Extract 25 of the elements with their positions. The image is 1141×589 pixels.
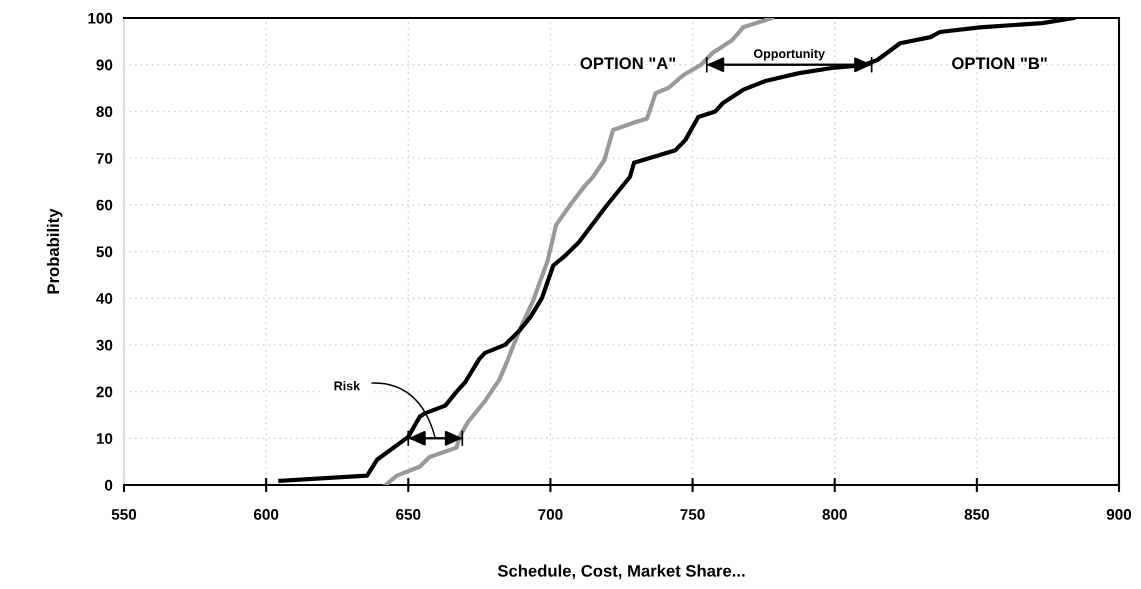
x-tick-label: 900 bbox=[1106, 509, 1132, 520]
x-tick-label: 850 bbox=[964, 509, 989, 520]
x-tick-label: 550 bbox=[111, 509, 137, 520]
x-tick-label: 650 bbox=[396, 509, 421, 520]
y-tick-label: 30 bbox=[96, 339, 113, 351]
x-tick-label: 750 bbox=[680, 509, 705, 520]
x-tick-label: 600 bbox=[253, 509, 279, 520]
annotation: OPTION "B" bbox=[952, 57, 1047, 70]
x-tick-label: 800 bbox=[822, 509, 847, 520]
y-tick-label: 0 bbox=[105, 479, 113, 491]
x-tick-label: 700 bbox=[538, 509, 563, 520]
y-tick-label: 40 bbox=[96, 293, 113, 304]
y-tick-label: 100 bbox=[88, 12, 113, 24]
y-tick-label: 50 bbox=[96, 246, 113, 258]
annotation: OPTION "A" bbox=[580, 57, 676, 70]
annotation: Opportunity bbox=[753, 48, 825, 61]
y-tick-label: 10 bbox=[96, 433, 113, 444]
annotation: Risk bbox=[334, 381, 361, 391]
y-tick-label: 90 bbox=[96, 59, 113, 71]
y-tick-label: 70 bbox=[96, 152, 113, 164]
y-tick-label: 60 bbox=[96, 199, 113, 211]
y-tick-label: 80 bbox=[96, 106, 113, 118]
x-axis-title: Schedule, Cost, Market Share... bbox=[497, 564, 745, 580]
y-axis-title: Probability bbox=[46, 208, 63, 294]
y-tick-label: 20 bbox=[96, 386, 113, 398]
